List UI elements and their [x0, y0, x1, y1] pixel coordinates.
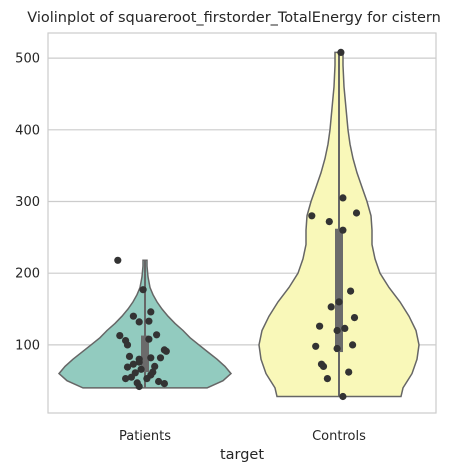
x-tick-label: Patients	[119, 429, 171, 444]
data-point	[349, 341, 357, 349]
data-point	[352, 209, 361, 217]
data-point	[125, 352, 134, 360]
iqr-box	[141, 335, 149, 373]
data-point	[345, 368, 353, 376]
data-point	[135, 318, 143, 326]
data-point	[129, 360, 137, 368]
y-tick-label: 500	[15, 52, 40, 67]
data-point	[145, 317, 153, 325]
y-tick-label: 100	[15, 338, 40, 353]
data-point	[151, 362, 159, 370]
data-point	[137, 365, 145, 373]
axes-frame	[47, 32, 437, 414]
data-point	[145, 335, 153, 343]
data-point	[143, 375, 151, 383]
data-point	[156, 354, 165, 362]
data-point	[316, 322, 324, 330]
data-point	[147, 354, 155, 362]
y-tick-label: 200	[15, 267, 40, 282]
data-point	[123, 363, 132, 371]
data-point	[308, 212, 316, 220]
data-point	[333, 344, 341, 353]
data-point	[122, 375, 130, 383]
plot-area	[57, 48, 420, 401]
data-point	[147, 308, 155, 316]
data-point	[135, 358, 143, 366]
data-point	[139, 286, 147, 294]
x-tick-labels: Patients Controls	[119, 429, 366, 444]
data-point	[327, 303, 335, 311]
y-tick-label: 400	[15, 123, 40, 138]
data-point	[160, 380, 168, 388]
violin-group-controls	[258, 48, 420, 401]
data-point	[347, 287, 355, 295]
chart-title: Violinplot of squareroot_firstorder_Tota…	[27, 10, 441, 26]
data-point	[162, 347, 170, 355]
data-point	[325, 218, 333, 226]
data-point	[123, 341, 132, 349]
data-point	[129, 312, 137, 320]
data-point	[339, 194, 347, 202]
data-point	[339, 226, 347, 234]
x-axis-label: target	[220, 447, 264, 463]
data-point	[337, 48, 345, 57]
y-tick-labels: 100 200 300 400 500	[15, 52, 40, 354]
y-tick-label: 300	[15, 195, 40, 210]
data-point	[155, 377, 163, 386]
data-point	[333, 326, 341, 335]
data-point	[323, 375, 331, 383]
data-point	[114, 256, 122, 264]
x-tick-label: Controls	[312, 429, 366, 444]
violin-group-patients	[57, 256, 233, 391]
data-point	[116, 332, 124, 340]
data-point	[153, 331, 161, 339]
data-point	[335, 298, 343, 306]
iqr-box	[335, 228, 343, 353]
data-point	[127, 373, 135, 381]
data-point	[341, 324, 349, 332]
data-point	[312, 342, 320, 350]
data-point	[135, 382, 143, 391]
data-point	[339, 392, 347, 401]
data-point	[319, 362, 328, 370]
data-point	[350, 314, 359, 322]
